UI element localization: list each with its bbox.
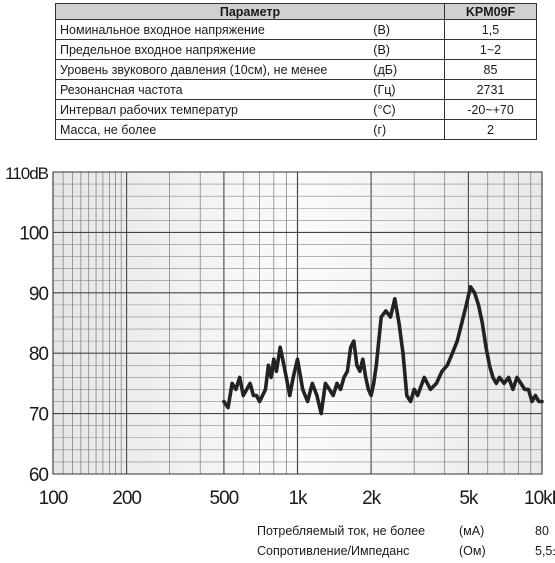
table-row: Уровень звукового давления (10см), не ме… — [55, 59, 537, 80]
param-unit: (В) — [369, 19, 446, 40]
param-value: 2731 — [444, 79, 537, 100]
x-tick-label: 5k — [459, 488, 479, 509]
model-header: KPM09F — [444, 3, 537, 20]
table-row: Резонансная частота (Гц) 2731 — [55, 79, 537, 100]
param-name: Уровень звукового давления (10см), не ме… — [55, 59, 370, 80]
y-tick-label: 90 — [29, 284, 49, 305]
y-tick-label: 110dB — [5, 164, 49, 183]
param-name: Номинальное входное напряжение — [55, 19, 370, 40]
table-row: Предельное входное напряжение (В) 1~2 — [55, 39, 537, 60]
footer-param-unit: (Ом) — [459, 544, 486, 558]
footer-param-name: Потребляемый ток, не более — [257, 524, 426, 538]
param-header: Параметр — [55, 3, 445, 20]
frequency-response-chart: 110dB 100 90 80 70 60 100 200 500 1k 2k … — [5, 164, 555, 509]
plot-frame — [52, 171, 543, 475]
x-tick-label: 100 — [39, 488, 68, 509]
y-tick-label: 80 — [29, 344, 49, 365]
response-curve — [222, 285, 544, 416]
y-tick-label: 70 — [29, 405, 49, 426]
footer-param-value: 5,5±1/9 — [535, 544, 555, 558]
footer-param-value: 80 — [535, 524, 549, 538]
param-value: -20~+70 — [444, 99, 537, 120]
x-axis-labels: 100 200 500 1k 2k 5k 10kHz — [39, 488, 555, 509]
grid — [52, 171, 543, 475]
param-value: 1~2 — [444, 39, 537, 60]
y-tick-label: 60 — [29, 465, 49, 486]
param-name: Интервал рабочих температур — [55, 99, 370, 120]
param-name: Предельное входное напряжение — [55, 39, 370, 60]
footer-param-name: Сопротивление/Импеданс — [257, 544, 410, 558]
x-tick-label: 2k — [362, 488, 382, 509]
param-value: 1,5 — [444, 19, 537, 40]
param-unit: (г) — [369, 119, 446, 140]
param-value: 2 — [444, 119, 537, 140]
y-tick-label: 100 — [19, 223, 48, 244]
param-value: 85 — [444, 59, 537, 80]
param-name: Масса, не более — [55, 119, 370, 140]
x-tick-label: 500 — [210, 488, 239, 509]
x-tick-label: 10kHz — [524, 488, 555, 509]
param-unit: (В) — [369, 39, 446, 60]
table-row: Интервал рабочих температур (°C) -20~+70 — [55, 99, 537, 120]
spec-table: Параметр KPM09F Номинальное входное напр… — [55, 3, 537, 140]
y-axis-labels: 110dB 100 90 80 70 60 — [5, 164, 50, 486]
param-name: Резонансная частота — [55, 79, 370, 100]
param-unit: (°C) — [369, 99, 446, 120]
footer-param-unit: (мА) — [459, 524, 485, 538]
table-row: Масса, не более (г) 2 — [55, 119, 537, 140]
param-unit: (дБ) — [369, 59, 446, 80]
spec-table-header: Параметр KPM09F — [55, 3, 537, 20]
param-unit: (Гц) — [369, 79, 446, 100]
table-row: Номинальное входное напряжение (В) 1,5 — [55, 19, 537, 40]
x-tick-label: 200 — [112, 488, 141, 509]
x-tick-label: 1k — [288, 488, 308, 509]
